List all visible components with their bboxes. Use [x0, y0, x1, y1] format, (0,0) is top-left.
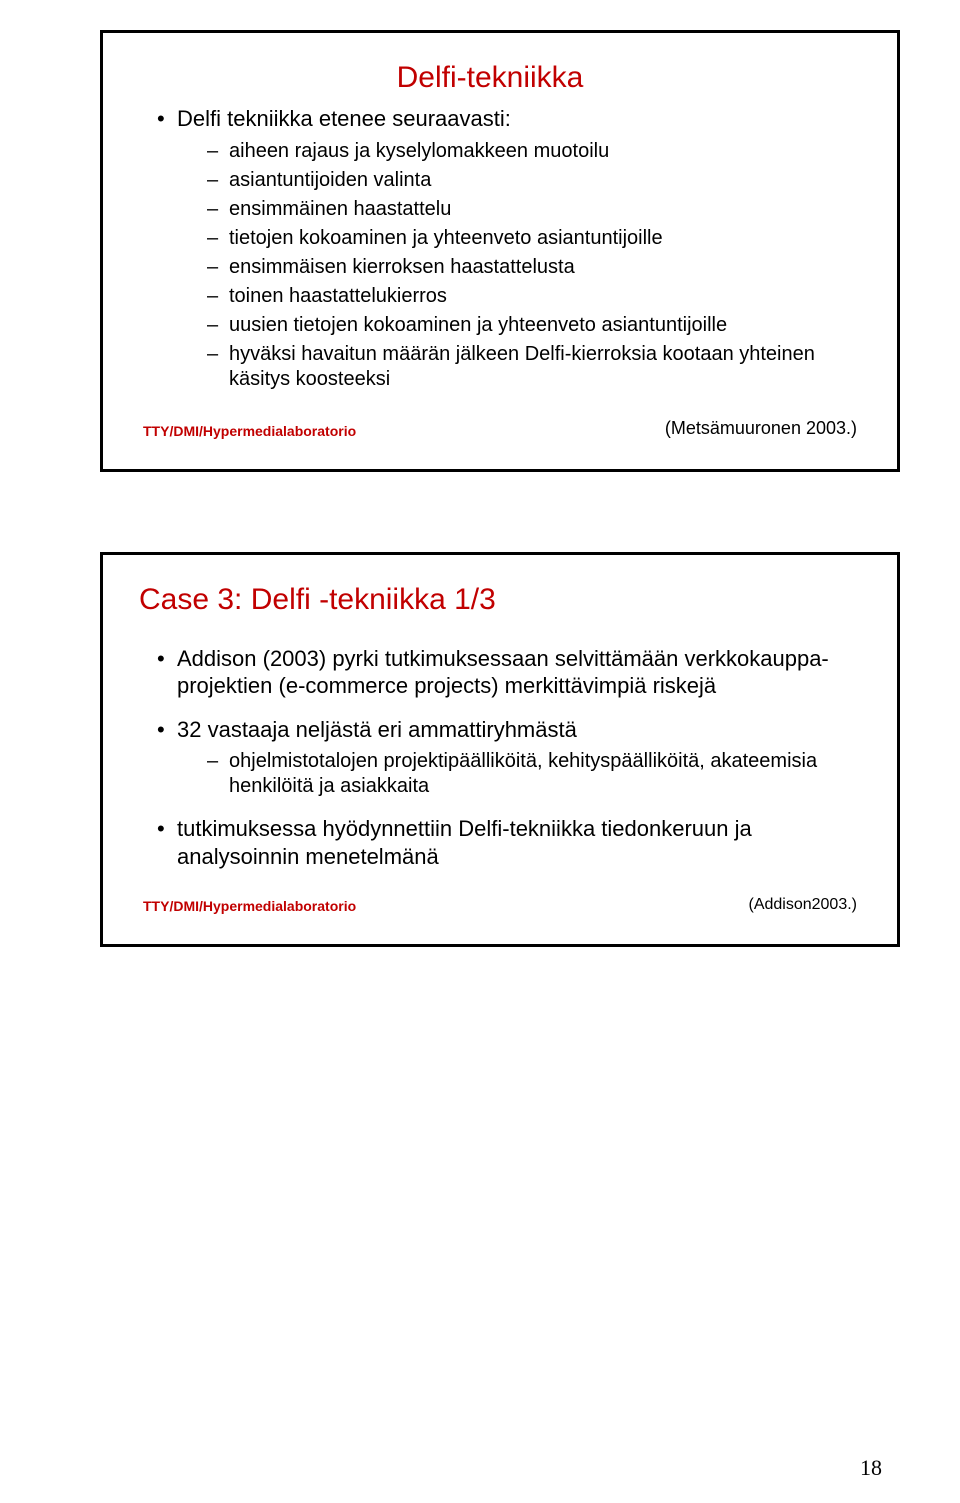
- sub-bullet-text: ensimmäinen haastattelu: [229, 198, 451, 220]
- list-item: toinen haastattelukierros: [207, 284, 861, 309]
- list-item: aiheen rajaus ja kyselylomakkeen muotoil…: [207, 139, 861, 164]
- list-item: asiantuntijoiden valinta: [207, 168, 861, 193]
- sub-bullet-text: uusien tietojen kokoaminen ja yhteenveto…: [229, 314, 727, 336]
- page-number: 18: [860, 1455, 882, 1481]
- slide-2-title: Case 3: Delfi -tekniikka 1/3: [139, 583, 861, 617]
- slide-2-footer: TTY/DMI/Hypermedialaboratorio (Addison20…: [139, 896, 861, 914]
- footer-right: (Metsämuuronen 2003.): [665, 418, 857, 439]
- slide-1-title: Delfi-tekniikka: [119, 61, 861, 95]
- list-item: ohjelmistotalojen projektipäälliköitä, k…: [207, 749, 861, 799]
- list-item: tutkimuksessa hyödynnettiin Delfi-teknii…: [157, 815, 861, 870]
- slide-1-footer: TTY/DMI/Hypermedialaboratorio (Metsämuur…: [139, 418, 861, 439]
- slide-1-list: Delfi tekniikka etenee seuraavasti: aihe…: [139, 105, 861, 392]
- slide-2-list: Addison (2003) pyrki tutkimuksessaan sel…: [139, 645, 861, 871]
- page: Delfi-tekniikka Delfi tekniikka etenee s…: [0, 0, 960, 1503]
- list-item: uusien tietojen kokoaminen ja yhteenveto…: [207, 313, 861, 338]
- slide-1: Delfi-tekniikka Delfi tekniikka etenee s…: [100, 30, 900, 472]
- sub-bullet-text: toinen haastattelukierros: [229, 285, 447, 307]
- list-item: 32 vastaaja neljästä eri ammattiryhmästä…: [157, 716, 861, 800]
- slide-2-sublist: ohjelmistotalojen projektipäälliköitä, k…: [177, 749, 861, 799]
- list-item: ensimmäinen haastattelu: [207, 197, 861, 222]
- list-item: Addison (2003) pyrki tutkimuksessaan sel…: [157, 645, 861, 700]
- list-item: hyväksi havaitun määrän jälkeen Delfi-ki…: [207, 342, 861, 392]
- sub-bullet-text: asiantuntijoiden valinta: [229, 169, 431, 191]
- footer-left: TTY/DMI/Hypermedialaboratorio: [143, 423, 356, 439]
- footer-right: (Addison2003.): [748, 896, 857, 914]
- bullet-text: Addison (2003) pyrki tutkimuksessaan sel…: [177, 646, 829, 699]
- sub-bullet-text: ohjelmistotalojen projektipäälliköitä, k…: [229, 750, 817, 797]
- list-item: ensimmäisen kierroksen haastattelusta: [207, 255, 861, 280]
- sub-bullet-text: ensimmäisen kierroksen haastattelusta: [229, 256, 575, 278]
- slide-1-sublist: aiheen rajaus ja kyselylomakkeen muotoil…: [177, 139, 861, 392]
- bullet-text: Delfi tekniikka etenee seuraavasti:: [177, 106, 511, 131]
- bullet-text: 32 vastaaja neljästä eri ammattiryhmästä: [177, 717, 577, 742]
- bullet-text: tutkimuksessa hyödynnettiin Delfi-teknii…: [177, 816, 752, 869]
- slide-2: Case 3: Delfi -tekniikka 1/3 Addison (20…: [100, 552, 900, 948]
- footer-left: TTY/DMI/Hypermedialaboratorio: [143, 898, 356, 914]
- sub-bullet-text: hyväksi havaitun määrän jälkeen Delfi-ki…: [229, 343, 815, 390]
- sub-bullet-text: tietojen kokoaminen ja yhteenveto asiant…: [229, 227, 663, 249]
- sub-bullet-text: aiheen rajaus ja kyselylomakkeen muotoil…: [229, 140, 609, 162]
- list-item: Delfi tekniikka etenee seuraavasti: aihe…: [157, 105, 861, 392]
- list-item: tietojen kokoaminen ja yhteenveto asiant…: [207, 226, 861, 251]
